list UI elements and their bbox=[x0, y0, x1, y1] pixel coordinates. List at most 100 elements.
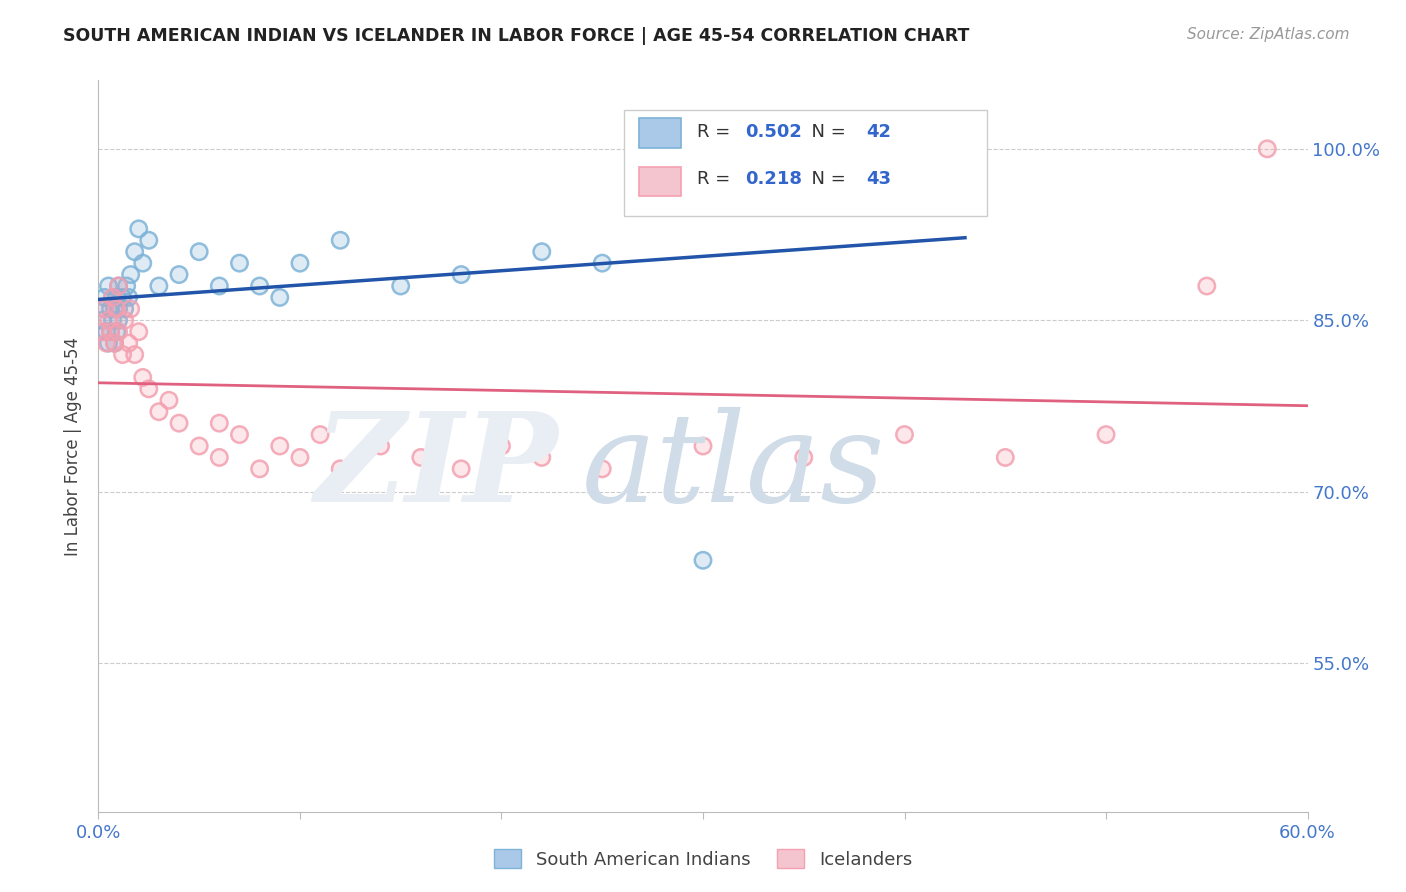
Point bbox=[107, 301, 129, 316]
Point bbox=[893, 427, 915, 442]
Point bbox=[115, 279, 138, 293]
Text: ZIP: ZIP bbox=[314, 407, 558, 529]
Point bbox=[249, 462, 271, 476]
Point bbox=[249, 462, 271, 476]
Point bbox=[105, 301, 128, 316]
Point bbox=[148, 279, 170, 293]
Point bbox=[91, 325, 114, 339]
Point bbox=[111, 290, 134, 304]
Point bbox=[114, 313, 136, 327]
FancyBboxPatch shape bbox=[624, 110, 987, 216]
Point bbox=[692, 439, 714, 453]
Point bbox=[115, 279, 138, 293]
Point bbox=[101, 313, 124, 327]
Point bbox=[450, 268, 472, 282]
Point bbox=[105, 290, 128, 304]
Point bbox=[101, 313, 124, 327]
Point bbox=[97, 336, 120, 351]
Point bbox=[409, 450, 432, 465]
Point bbox=[409, 450, 432, 465]
Point bbox=[103, 301, 125, 316]
Point bbox=[101, 290, 124, 304]
Point bbox=[93, 301, 115, 316]
Point bbox=[1256, 142, 1278, 156]
Point bbox=[994, 450, 1017, 465]
Point bbox=[107, 313, 129, 327]
Point bbox=[269, 290, 291, 304]
Point bbox=[188, 439, 211, 453]
Point bbox=[107, 301, 129, 316]
Text: 0.502: 0.502 bbox=[745, 123, 803, 141]
Point bbox=[128, 325, 150, 339]
Point bbox=[132, 370, 155, 384]
Point bbox=[91, 313, 114, 327]
Point bbox=[118, 336, 141, 351]
Point bbox=[853, 142, 876, 156]
Point bbox=[107, 279, 129, 293]
Text: R =: R = bbox=[697, 169, 735, 187]
Point bbox=[370, 439, 392, 453]
Point bbox=[1095, 427, 1118, 442]
Point bbox=[167, 416, 190, 430]
Point bbox=[120, 301, 142, 316]
Point bbox=[107, 313, 129, 327]
Point bbox=[148, 279, 170, 293]
Point bbox=[101, 290, 124, 304]
Point bbox=[934, 142, 956, 156]
Point bbox=[124, 348, 146, 362]
Point bbox=[188, 244, 211, 259]
Point bbox=[389, 279, 412, 293]
Point bbox=[208, 450, 231, 465]
Legend: South American Indians, Icelanders: South American Indians, Icelanders bbox=[486, 842, 920, 876]
Point bbox=[97, 279, 120, 293]
Point bbox=[370, 439, 392, 453]
Point bbox=[100, 325, 122, 339]
Point bbox=[138, 233, 160, 247]
Point bbox=[96, 336, 118, 351]
Point bbox=[118, 336, 141, 351]
Point bbox=[228, 427, 250, 442]
Text: 42: 42 bbox=[866, 123, 891, 141]
Point bbox=[288, 450, 311, 465]
Point bbox=[114, 301, 136, 316]
Point bbox=[107, 279, 129, 293]
Point bbox=[329, 233, 352, 247]
Point bbox=[288, 256, 311, 270]
Point bbox=[103, 336, 125, 351]
Point bbox=[208, 279, 231, 293]
Point bbox=[132, 256, 155, 270]
Point bbox=[101, 290, 124, 304]
Point bbox=[103, 301, 125, 316]
Point bbox=[167, 416, 190, 430]
Point bbox=[101, 290, 124, 304]
Point bbox=[120, 268, 142, 282]
Point bbox=[96, 336, 118, 351]
Point bbox=[692, 439, 714, 453]
Point bbox=[103, 336, 125, 351]
Point bbox=[329, 462, 352, 476]
Point bbox=[269, 439, 291, 453]
Point bbox=[100, 325, 122, 339]
Point bbox=[389, 279, 412, 293]
Point bbox=[309, 427, 332, 442]
Bar bbox=[638, 119, 682, 147]
Point bbox=[309, 427, 332, 442]
Point bbox=[269, 439, 291, 453]
Point bbox=[124, 348, 146, 362]
Point bbox=[249, 279, 271, 293]
Point bbox=[96, 325, 118, 339]
Point bbox=[100, 301, 122, 316]
Point bbox=[188, 439, 211, 453]
Point bbox=[124, 244, 146, 259]
Text: N =: N = bbox=[800, 169, 851, 187]
Point bbox=[450, 462, 472, 476]
Point bbox=[107, 325, 129, 339]
Point bbox=[491, 439, 513, 453]
Point bbox=[96, 325, 118, 339]
Point bbox=[228, 427, 250, 442]
Point bbox=[208, 416, 231, 430]
Point bbox=[591, 256, 613, 270]
Text: N =: N = bbox=[800, 123, 851, 141]
Point bbox=[100, 325, 122, 339]
Point bbox=[491, 439, 513, 453]
